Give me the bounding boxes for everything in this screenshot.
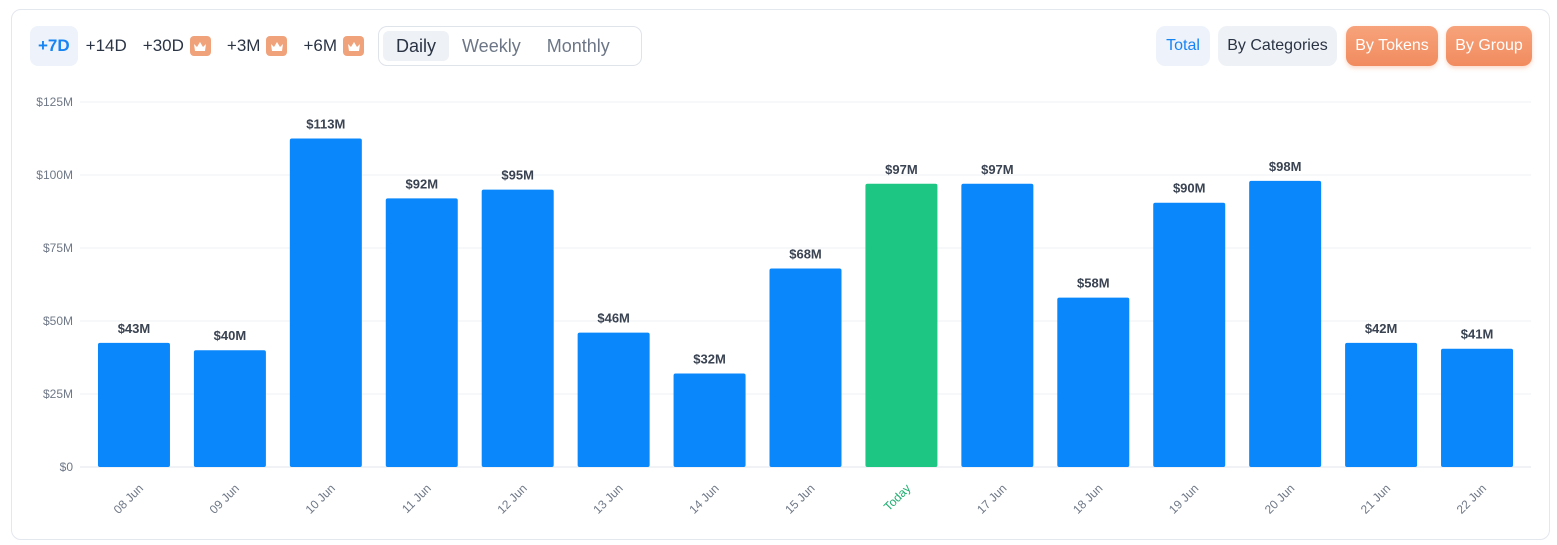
x-tick-label: 22 Jun	[1454, 481, 1489, 516]
bar	[1345, 342, 1418, 467]
x-tick-label: 17 Jun	[974, 481, 1009, 516]
view-total-button[interactable]: Total	[1156, 26, 1210, 66]
range-6m-button[interactable]: +6M	[295, 26, 372, 66]
data-label: $98M	[1269, 159, 1302, 174]
range-14d-button[interactable]: +14D	[85, 36, 127, 55]
y-tick-label: $0	[60, 460, 74, 474]
view-by-categories-button[interactable]: By Categories	[1218, 26, 1337, 66]
data-label: $46M	[597, 311, 630, 326]
bar	[961, 183, 1034, 467]
x-tick-label: 20 Jun	[1262, 481, 1297, 516]
data-label: $68M	[789, 246, 822, 261]
bar	[385, 198, 458, 468]
bar	[769, 268, 842, 467]
view-by-tokens-button[interactable]: By Tokens	[1346, 26, 1438, 66]
bar	[289, 138, 362, 467]
x-tick-label: 09 Jun	[207, 481, 242, 516]
bar	[97, 342, 170, 467]
y-tick-label: $25M	[43, 387, 73, 401]
bar	[673, 373, 746, 467]
tab-weekly[interactable]: Weekly	[462, 35, 521, 56]
range-3m-button[interactable]: +3M	[219, 26, 296, 66]
crown-icon	[189, 36, 211, 56]
crown-icon	[343, 36, 365, 56]
x-tick-label: 12 Jun	[494, 481, 529, 516]
data-label: $32M	[693, 352, 726, 367]
data-label: $58M	[1077, 276, 1110, 291]
x-tick-label: 11 Jun	[399, 481, 434, 516]
range-selector: +7D +14D +30D +3M +6M	[30, 26, 372, 66]
bar	[577, 332, 650, 467]
range-30d-button[interactable]: +30D	[135, 26, 219, 66]
x-tick-label: 19 Jun	[1166, 481, 1201, 516]
data-label: $41M	[1461, 327, 1494, 342]
y-tick-label: $100M	[36, 168, 73, 182]
x-tick-label: 14 Jun	[686, 481, 721, 516]
bar	[1057, 297, 1130, 467]
y-tick-label: $125M	[36, 95, 73, 109]
period-tabs: Daily Weekly Monthly	[378, 26, 642, 66]
data-label: $97M	[981, 162, 1014, 177]
data-label: $97M	[885, 162, 918, 177]
data-label: $92M	[406, 176, 439, 191]
crown-icon	[266, 36, 288, 56]
x-tick-label: 10 Jun	[303, 481, 338, 516]
y-tick-label: $75M	[43, 241, 73, 255]
bar	[193, 350, 266, 467]
bar	[1441, 348, 1514, 467]
tab-daily[interactable]: Daily	[383, 31, 450, 61]
data-label: $90M	[1173, 181, 1206, 196]
bar	[1249, 180, 1322, 467]
view-by-group-button[interactable]: By Group	[1446, 26, 1532, 66]
bar	[481, 189, 554, 467]
range-7d-button[interactable]: +7D	[30, 26, 78, 66]
data-label: $43M	[118, 321, 151, 336]
x-tick-label: 18 Jun	[1070, 481, 1105, 516]
x-tick-label: 13 Jun	[590, 481, 625, 516]
bar	[865, 183, 938, 467]
tab-monthly[interactable]: Monthly	[546, 35, 610, 56]
x-tick-label: Today	[881, 481, 914, 514]
bar	[1153, 202, 1226, 468]
data-label: $40M	[214, 328, 247, 343]
data-label: $42M	[1365, 321, 1398, 336]
y-tick-label: $50M	[43, 314, 73, 328]
data-label: $95M	[501, 168, 534, 183]
x-tick-label: 08 Jun	[111, 481, 146, 516]
data-label: $113M	[306, 117, 345, 132]
x-tick-label: 15 Jun	[782, 481, 817, 516]
x-tick-label: 21 Jun	[1358, 481, 1393, 516]
